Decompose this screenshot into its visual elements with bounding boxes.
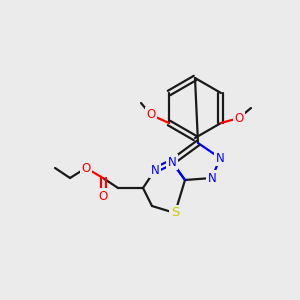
Text: N: N <box>168 155 176 169</box>
Text: N: N <box>151 164 159 176</box>
Text: O: O <box>98 190 108 202</box>
Text: S: S <box>171 206 179 220</box>
Text: N: N <box>208 172 216 184</box>
Text: O: O <box>146 109 156 122</box>
Text: O: O <box>234 112 244 124</box>
Text: O: O <box>81 161 91 175</box>
Text: N: N <box>216 152 224 164</box>
